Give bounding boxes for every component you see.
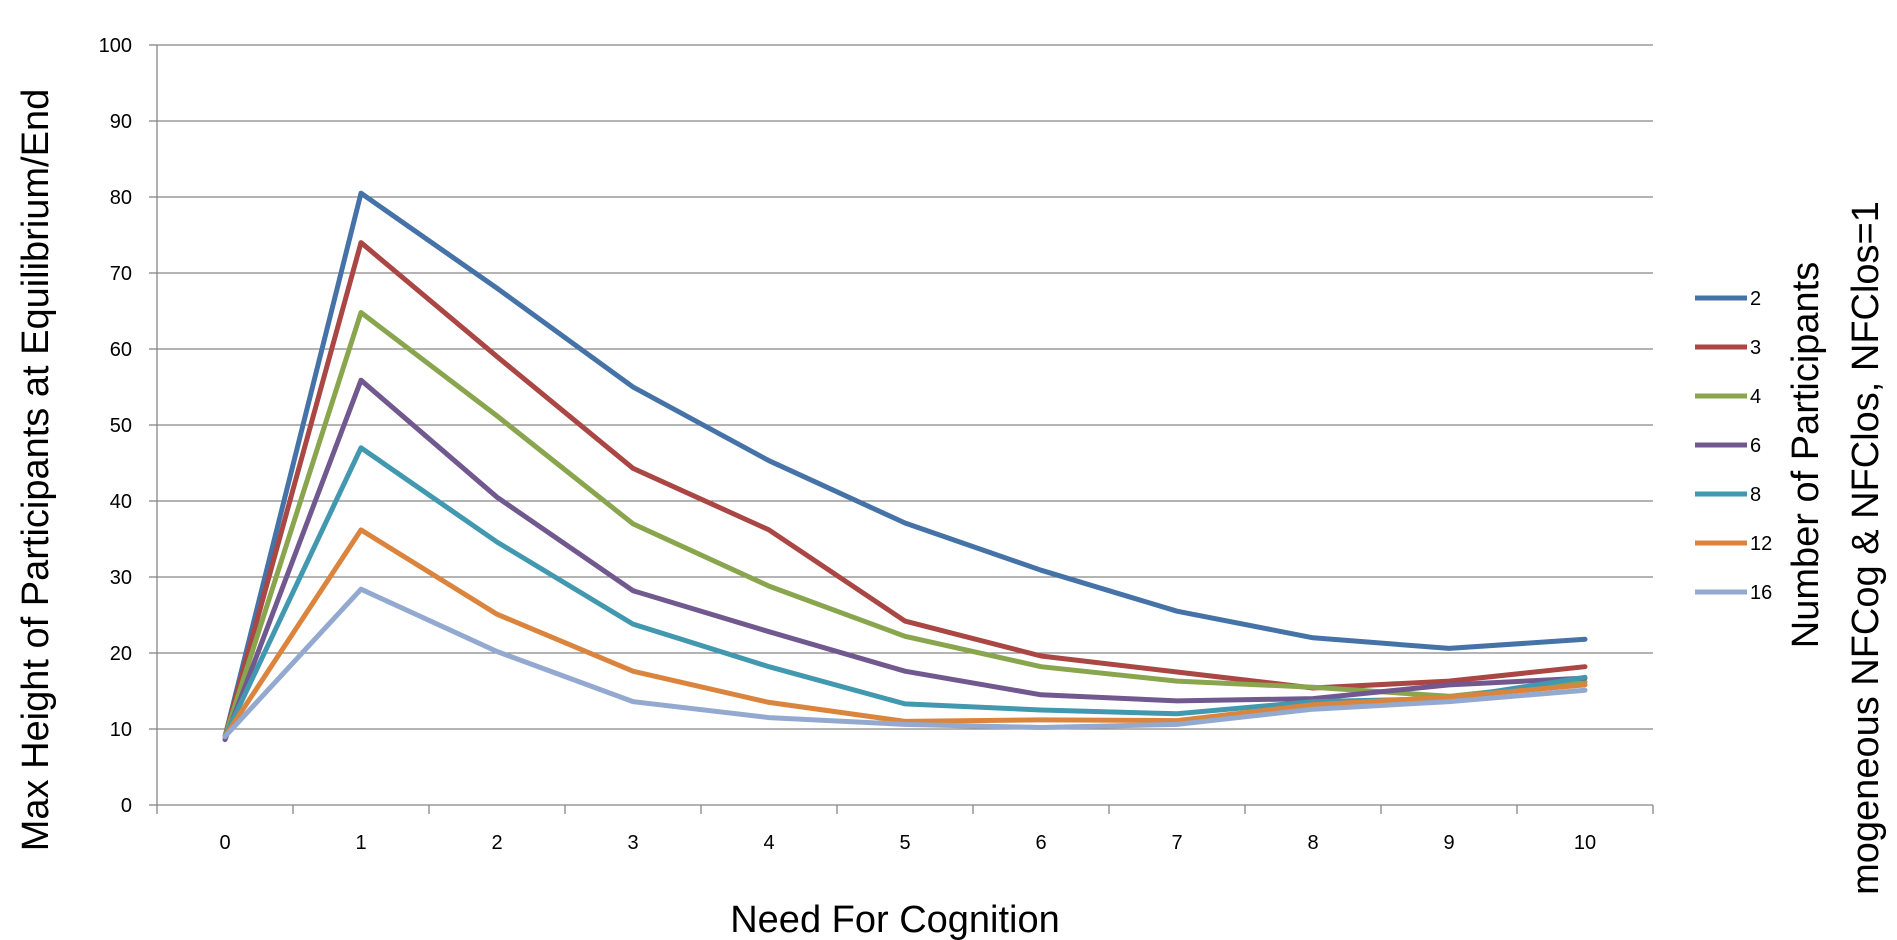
y-tick-label: 30 xyxy=(110,567,132,589)
x-tick-label: 2 xyxy=(491,832,502,854)
y-tick-label: 40 xyxy=(110,491,132,513)
y-tick-label: 70 xyxy=(110,263,132,285)
x-tick-label: 8 xyxy=(1307,832,1318,854)
x-tick-label: 5 xyxy=(899,832,910,854)
legend-label-4: 4 xyxy=(1750,386,1761,408)
y-tick-label: 20 xyxy=(110,643,132,665)
series-line-4 xyxy=(222,310,1588,740)
series-line-6 xyxy=(222,377,1588,743)
legend-label-3: 3 xyxy=(1750,337,1761,359)
x-tick-label: 10 xyxy=(1574,832,1596,854)
legend-label-6: 6 xyxy=(1750,435,1761,457)
x-tick-label: 9 xyxy=(1443,832,1454,854)
y-tick-label: 60 xyxy=(110,339,132,361)
y-tick-label: 10 xyxy=(110,719,132,741)
x-axis-title: Need For Cognition xyxy=(730,899,1060,940)
y-tick-label: 100 xyxy=(99,35,132,57)
series-line-12 xyxy=(222,527,1588,740)
series-line-2 xyxy=(222,190,1588,740)
x-tick-labels: 0 1 2 3 4 5 6 7 8 9 10 xyxy=(219,832,1596,854)
legend-label-12: 12 xyxy=(1750,533,1772,555)
axes xyxy=(149,44,1654,814)
series-lines xyxy=(222,190,1588,743)
legend-label-16: 16 xyxy=(1750,582,1772,604)
y-axis-title: Max Height of Participants at Equilibriu… xyxy=(15,89,57,851)
y-tick-label: 80 xyxy=(110,187,132,209)
y-tick-label: 50 xyxy=(110,415,132,437)
x-tick-label: 0 xyxy=(219,832,230,854)
y-tick-label: 0 xyxy=(121,795,132,817)
right-axis-title-1: Number of Participants xyxy=(1785,262,1827,649)
legend: 2 3 4 6 8 12 16 xyxy=(1695,288,1772,604)
x-tick-label: 4 xyxy=(763,832,774,854)
x-tick-label: 1 xyxy=(355,832,366,854)
x-tick-label: 3 xyxy=(627,832,638,854)
right-axis-title-2: mogeneous NFCog & NFClos, NFClos=1 xyxy=(1845,201,1887,895)
y-tick-labels: 0 10 20 30 40 50 60 70 80 90 100 xyxy=(99,35,132,817)
x-tick-label: 6 xyxy=(1035,832,1046,854)
x-tick-label: 7 xyxy=(1171,832,1182,854)
legend-label-2: 2 xyxy=(1750,288,1761,310)
series-line-3 xyxy=(222,240,1588,740)
y-tick-label: 90 xyxy=(110,111,132,133)
gridlines xyxy=(157,44,1653,730)
legend-label-8: 8 xyxy=(1750,484,1761,506)
series-line-16 xyxy=(222,586,1588,740)
